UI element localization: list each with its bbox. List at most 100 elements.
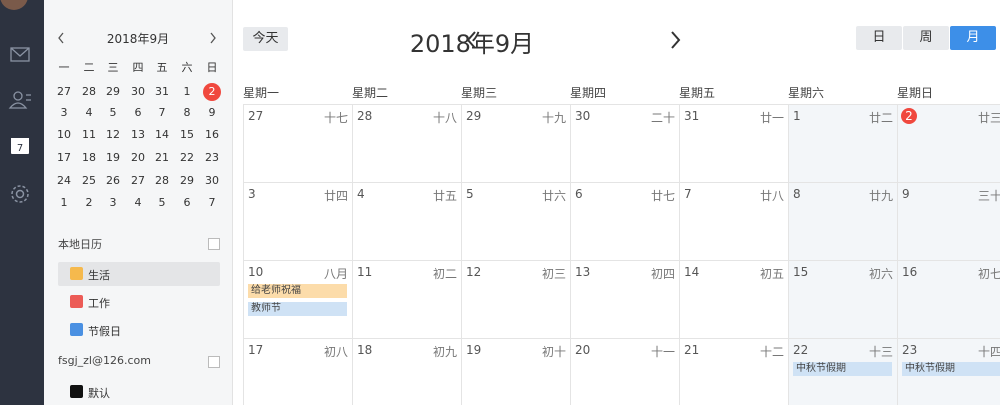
mini-day[interactable]: 9	[208, 106, 216, 119]
today-button[interactable]: 今天	[243, 27, 288, 51]
day-cell[interactable]: 8 廿九	[788, 182, 897, 260]
mini-day[interactable]: 3	[109, 196, 117, 209]
mini-day[interactable]: 6	[134, 106, 142, 119]
mini-day[interactable]: 4	[85, 106, 93, 119]
day-cell[interactable]: 7 廿八	[679, 182, 788, 260]
mini-day[interactable]: 29	[106, 85, 120, 98]
mini-day[interactable]: 4	[134, 196, 142, 209]
next-month[interactable]	[671, 31, 681, 49]
mini-day[interactable]: 17	[57, 151, 71, 164]
mini-day[interactable]: 7	[208, 196, 216, 209]
view-button[interactable]: 周	[903, 26, 949, 50]
mini-day[interactable]: 27	[57, 85, 71, 98]
mini-day[interactable]: 15	[180, 128, 194, 141]
day-cell[interactable]: 10 八月 给老师祝福 教师节	[243, 260, 352, 338]
mini-day[interactable]: 2	[85, 196, 93, 209]
mini-day[interactable]: 21	[155, 151, 169, 164]
mini-day[interactable]: 8	[183, 106, 191, 119]
calendar-checkbox[interactable]	[70, 385, 83, 398]
day-cell[interactable]: 3 廿四	[243, 182, 352, 260]
contacts-icon[interactable]	[8, 91, 31, 109]
day-cell[interactable]: 14 初五	[679, 260, 788, 338]
day-cell[interactable]: 27 十七	[243, 104, 352, 182]
mini-day[interactable]: 10	[57, 128, 71, 141]
day-cell[interactable]: 16 初七	[897, 260, 1000, 338]
mini-day[interactable]: 19	[106, 151, 120, 164]
view-button[interactable]: 日	[856, 26, 902, 50]
mini-day[interactable]: 5	[158, 196, 166, 209]
day-cell[interactable]: 15 初六	[788, 260, 897, 338]
mini-day[interactable]: 20	[131, 151, 145, 164]
mini-prev[interactable]	[58, 32, 64, 44]
mini-day[interactable]: 18	[82, 151, 96, 164]
day-cell[interactable]: 6 廿七	[570, 182, 679, 260]
mini-day[interactable]: 2	[208, 85, 216, 98]
day-cell[interactable]: 20 十一	[570, 338, 679, 405]
lunar-date: 初四	[650, 267, 675, 281]
mini-day[interactable]: 31	[155, 85, 169, 98]
calendar-icon[interactable]: 7	[11, 138, 29, 154]
mail-icon[interactable]	[10, 47, 30, 62]
calendar-item[interactable]: 默认	[88, 387, 110, 400]
mini-day[interactable]: 22	[180, 151, 194, 164]
day-cell[interactable]: 11 初二	[352, 260, 461, 338]
mini-day[interactable]: 28	[82, 85, 96, 98]
mini-day[interactable]: 29	[180, 174, 194, 187]
day-cell[interactable]: 21 十二	[679, 338, 788, 405]
day-cell[interactable]: 17 初八	[243, 338, 352, 405]
calendar-item[interactable]: 节假日	[88, 325, 121, 338]
day-cell[interactable]: 29 十九	[461, 104, 570, 182]
mini-day[interactable]: 16	[205, 128, 219, 141]
day-cell[interactable]: 31 廿一	[679, 104, 788, 182]
group-dropdown[interactable]	[208, 356, 220, 368]
avatar[interactable]	[0, 0, 28, 10]
event[interactable]: 中秋节假期	[793, 362, 892, 376]
day-cell[interactable]: 30 二十	[570, 104, 679, 182]
mini-day[interactable]: 25	[82, 174, 96, 187]
mini-day[interactable]: 7	[158, 106, 166, 119]
event[interactable]: 教师节	[248, 302, 347, 316]
settings-icon[interactable]	[11, 185, 29, 203]
view-button[interactable]: 月	[950, 26, 996, 50]
mini-day[interactable]: 30	[205, 174, 219, 187]
mini-day[interactable]: 23	[205, 151, 219, 164]
calendar-item[interactable]: 生活	[88, 269, 110, 282]
day-cell[interactable]: 28 十八	[352, 104, 461, 182]
day-cell[interactable]: 19 初十	[461, 338, 570, 405]
day-cell[interactable]: 5 廿六	[461, 182, 570, 260]
mini-day[interactable]: 30	[131, 85, 145, 98]
day-cell[interactable]: 4 廿五	[352, 182, 461, 260]
mini-day[interactable]: 27	[131, 174, 145, 187]
mini-day[interactable]: 14	[155, 128, 169, 141]
day-cell[interactable]: 23 十四 中秋节假期	[897, 338, 1000, 405]
calendar-checkbox[interactable]	[70, 267, 83, 280]
mini-day[interactable]: 5	[109, 106, 117, 119]
mini-day[interactable]: 28	[155, 174, 169, 187]
mini-day[interactable]: 26	[106, 174, 120, 187]
day-cell[interactable]: 13 初四	[570, 260, 679, 338]
event[interactable]: 给老师祝福	[248, 284, 347, 298]
mini-next[interactable]	[210, 32, 216, 44]
day-cell[interactable]: 12 初三	[461, 260, 570, 338]
group-dropdown[interactable]	[208, 238, 220, 250]
mini-day[interactable]: 11	[82, 128, 96, 141]
selected-row	[58, 262, 220, 286]
mini-day[interactable]: 1	[183, 85, 191, 98]
prev-month[interactable]	[466, 31, 476, 49]
day-number: 17	[248, 343, 264, 357]
day-cell[interactable]: 18 初九	[352, 338, 461, 405]
day-cell[interactable]: 1 廿二	[788, 104, 897, 182]
mini-day[interactable]: 13	[131, 128, 145, 141]
mini-day[interactable]: 12	[106, 128, 120, 141]
day-cell[interactable]: 9 三十	[897, 182, 1000, 260]
day-cell[interactable]: 2 廿三	[897, 104, 1000, 182]
calendar-checkbox[interactable]	[70, 295, 83, 308]
calendar-checkbox[interactable]	[70, 323, 83, 336]
calendar-item[interactable]: 工作	[88, 297, 110, 310]
mini-day[interactable]: 1	[60, 196, 68, 209]
mini-day[interactable]: 3	[60, 106, 68, 119]
mini-day[interactable]: 24	[57, 174, 71, 187]
day-cell[interactable]: 22 十三 中秋节假期	[788, 338, 897, 405]
event[interactable]: 中秋节假期	[902, 362, 1000, 376]
mini-day[interactable]: 6	[183, 196, 191, 209]
